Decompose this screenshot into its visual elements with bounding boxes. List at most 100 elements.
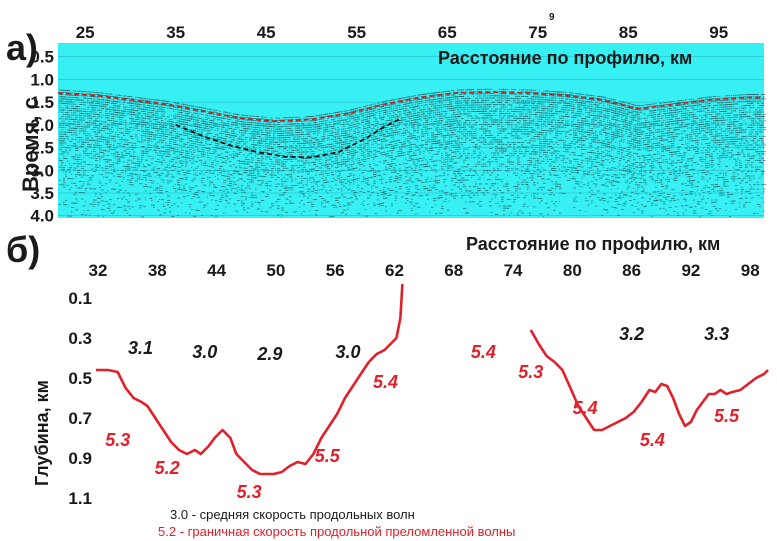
- seismic-trace: [315, 115, 319, 216]
- panel-a-x-axis-title: Расстояние по профилю, км: [438, 48, 692, 68]
- seismic-trace: [501, 88, 505, 202]
- seismic-trace: [621, 101, 625, 211]
- seismic-trace: [257, 116, 261, 210]
- seismic-trace: [465, 89, 469, 214]
- seismic-trace: [483, 88, 487, 196]
- seismic-trace: [763, 94, 767, 212]
- y-tick-label: 1.0: [30, 70, 54, 89]
- y-tick-label: 0.5: [68, 369, 92, 388]
- panel-label-b: б): [6, 229, 40, 270]
- seismic-trace: [477, 89, 481, 205]
- seismic-trace: [561, 91, 565, 194]
- y-tick-label: 2.0: [30, 116, 54, 135]
- legend-mean-velocity: 3.0 - средняя скорость продольных волн: [170, 507, 415, 522]
- seismic-trace: [63, 89, 67, 206]
- seismic-trace: [755, 94, 759, 172]
- seismic-trace: [565, 91, 569, 177]
- seismic-trace: [699, 97, 703, 218]
- seismic-trace: [171, 103, 175, 218]
- x-tick-label: 75: [528, 23, 547, 42]
- seismic-trace: [525, 89, 529, 196]
- seismic-trace: [553, 91, 557, 211]
- seismic-trace: [571, 92, 575, 180]
- seismic-trace: [163, 100, 167, 214]
- seismic-trace: [91, 91, 95, 205]
- boundary-velocity-label: 5.4: [573, 398, 598, 418]
- seismic-trace: [127, 95, 131, 214]
- mean-velocity-label: 3.1: [128, 338, 153, 358]
- seismic-trace: [411, 95, 415, 212]
- seismic-trace: [195, 106, 199, 211]
- seismic-trace: [105, 93, 109, 202]
- seismic-trace: [233, 113, 237, 205]
- seismic-trace: [215, 110, 219, 217]
- seismic-trace: [643, 104, 647, 207]
- mean-velocity-label: 3.2: [619, 324, 644, 344]
- seismic-trace: [285, 117, 289, 213]
- seismic-trace: [175, 102, 179, 192]
- seismic-trace: [745, 94, 749, 203]
- seismic-trace: [517, 95, 521, 216]
- seismic-trace: [747, 94, 751, 192]
- y-tick-label: 0.3: [68, 329, 92, 348]
- seismic-trace: [203, 107, 207, 208]
- seismic-trace: [617, 102, 621, 216]
- boundary-velocity-label: 5.4: [471, 342, 496, 362]
- seismic-trace: [585, 94, 589, 212]
- top-note-label: 9: [549, 12, 555, 23]
- seismic-trace: [161, 100, 165, 201]
- x-tick-label: 80: [563, 261, 582, 280]
- seismic-trace: [389, 99, 393, 196]
- x-tick-label: 65: [438, 23, 457, 42]
- legend-boundary-velocity: 5.2 - граничная скорость продольной прел…: [158, 524, 515, 539]
- seismic-trace: [659, 102, 663, 210]
- mean-velocity-label: 3.3: [704, 324, 729, 344]
- mean-velocity-label: 2.9: [256, 344, 282, 364]
- seismic-trace: [671, 101, 675, 199]
- panel-a-x-ticks: 25 35 45 55 65 75 85 95: [76, 23, 729, 42]
- seismic-trace: [169, 103, 173, 213]
- seismic-trace: [61, 89, 65, 186]
- seismic-trace: [539, 90, 543, 215]
- seismic-trace: [523, 89, 527, 207]
- seismic-trace: [713, 96, 717, 208]
- seismic-trace: [521, 89, 525, 214]
- seismic-trace: [407, 96, 411, 201]
- seismic-trace: [359, 107, 363, 197]
- seismic-trace: [263, 116, 267, 193]
- seismic-trace: [113, 96, 117, 212]
- x-tick-label: 35: [166, 23, 185, 42]
- seismic-trace: [527, 89, 531, 208]
- seismic-trace: [119, 94, 123, 209]
- seismic-trace: [569, 92, 573, 180]
- seismic-trace: [95, 91, 99, 206]
- panel-b-y-ticks: 0.1 0.3 0.5 0.7 0.9 1.1: [68, 289, 92, 508]
- x-tick-label: 45: [257, 23, 276, 42]
- seismic-trace: [243, 114, 247, 211]
- seismic-trace: [397, 98, 401, 214]
- seismic-trace: [209, 108, 213, 196]
- seismic-trace: [629, 103, 633, 202]
- seismic-trace: [691, 98, 695, 208]
- seismic-trace: [393, 99, 397, 182]
- seismic-trace: [329, 113, 333, 218]
- seismic-trace: [385, 100, 389, 212]
- seismic-trace: [317, 115, 321, 187]
- seismic-trace: [715, 96, 719, 210]
- seismic-trace: [335, 112, 339, 208]
- seismic-trace: [737, 94, 741, 180]
- seismic-trace: [631, 103, 635, 206]
- seismic-trace: [439, 91, 443, 214]
- seismic-trace: [223, 111, 227, 214]
- seismic-trace: [665, 101, 669, 211]
- boundary-velocity-label: 5.5: [714, 406, 740, 426]
- seismic-trace: [341, 111, 345, 214]
- seismic-trace: [741, 94, 745, 199]
- seismic-trace: [597, 95, 601, 198]
- seismic-trace: [499, 88, 503, 207]
- seismic-trace: [141, 97, 145, 218]
- seismic-trace: [201, 107, 205, 217]
- seismic-trace: [433, 92, 437, 202]
- boundary-velocity-label: 5.5: [315, 446, 341, 466]
- seismic-trace: [487, 88, 491, 194]
